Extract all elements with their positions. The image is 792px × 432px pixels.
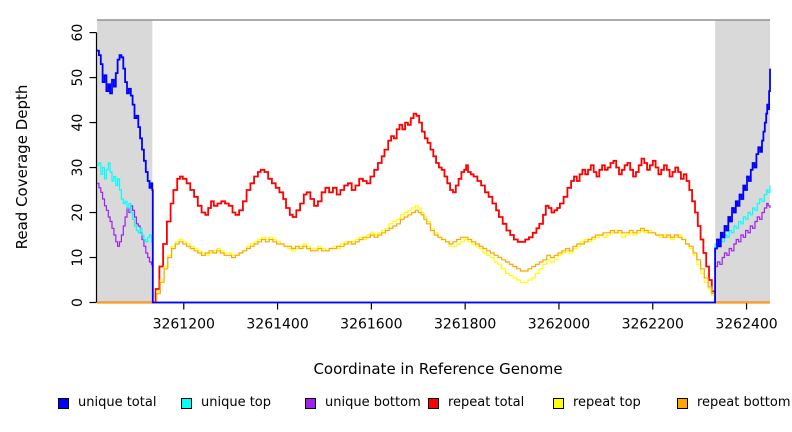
legend-label: unique bottom xyxy=(325,395,421,410)
x-tick-label: 3261600 xyxy=(340,317,402,333)
y-tick-label: 40 xyxy=(70,114,86,132)
legend-item-repeat-total: repeat total xyxy=(428,396,524,410)
series-undefined xyxy=(97,112,770,304)
legend-item-unique-top: unique top xyxy=(181,396,271,410)
legend-item-unique-total: unique total xyxy=(58,396,156,410)
x-axis-label: Coordinate in Reference Genome xyxy=(313,360,563,378)
x-tick-label: 3262400 xyxy=(715,317,777,333)
legend-item-repeat-bottom: repeat bottom xyxy=(677,396,791,410)
y-tick-label: 60 xyxy=(70,24,86,42)
series-undefined xyxy=(97,209,770,304)
legend-item-repeat-top: repeat top xyxy=(553,396,641,410)
y-axis-label: Read Coverage Depth xyxy=(13,84,31,250)
x-tick-label: 3261200 xyxy=(153,317,215,333)
legend-label: repeat bottom xyxy=(697,395,791,410)
series-undefined xyxy=(97,182,771,304)
series-undefined xyxy=(97,49,771,304)
legend-label: repeat top xyxy=(573,395,641,410)
y-tick-label: 20 xyxy=(70,204,86,222)
x-tick-label: 3262200 xyxy=(622,317,684,333)
legend-label: unique top xyxy=(201,395,272,410)
legend-label: repeat total xyxy=(448,395,525,410)
legend-swatch-unique-top xyxy=(181,397,192,409)
legend-swatch-repeat-top xyxy=(553,397,564,409)
y-tick-label: 30 xyxy=(70,159,86,177)
legend-swatch-repeat-total xyxy=(428,397,439,409)
shaded-region xyxy=(715,20,770,303)
legend-label: unique total xyxy=(78,395,157,410)
legend-swatch-unique-total xyxy=(58,397,69,409)
x-tick-label: 3261400 xyxy=(246,317,308,333)
legend-swatch-unique-bottom xyxy=(305,397,316,409)
y-tick-label: 0 xyxy=(70,298,86,307)
series-undefined xyxy=(97,162,771,304)
series-undefined xyxy=(97,205,770,304)
x-tick-label: 3262000 xyxy=(528,317,590,333)
x-tick-label: 3261800 xyxy=(434,317,496,333)
legend-item-unique-bottom: unique bottom xyxy=(305,396,421,410)
y-tick-label: 10 xyxy=(70,249,86,267)
y-tick-label: 50 xyxy=(70,69,86,87)
legend-swatch-repeat-bottom xyxy=(677,397,688,409)
